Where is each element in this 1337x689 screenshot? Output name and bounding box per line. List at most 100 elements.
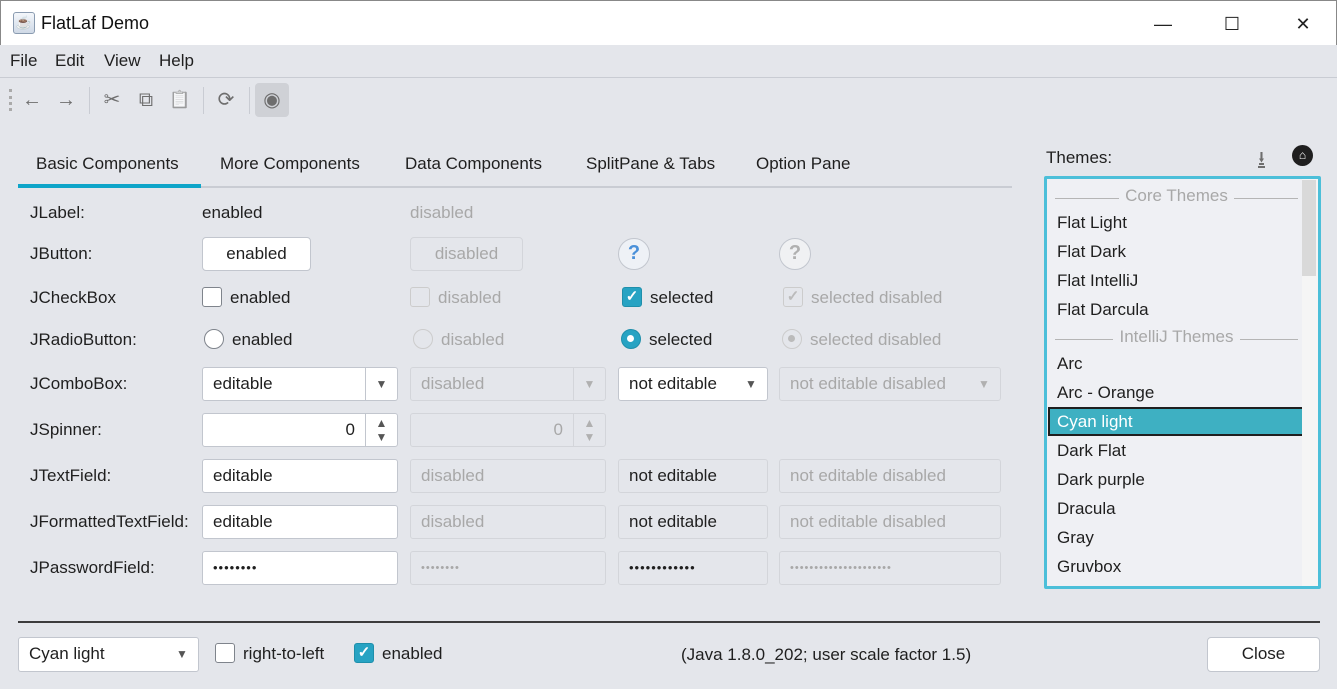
theme-item[interactable]: Dark purple xyxy=(1057,470,1145,489)
toolbar-separator xyxy=(249,87,250,114)
menu-edit[interactable]: Edit xyxy=(55,51,85,70)
close-button[interactable]: Close xyxy=(1207,637,1320,672)
theme-combo-value: Cyan light xyxy=(29,644,105,663)
tab-option-pane[interactable]: Option Pane xyxy=(756,154,851,173)
menu-help[interactable]: Help xyxy=(159,51,194,70)
menu-bar: File Edit View Help xyxy=(0,45,1337,78)
back-arrow-icon[interactable]: ← xyxy=(22,89,42,111)
password-field-not-editable[interactable]: •••••••••••• xyxy=(618,551,768,585)
theme-item[interactable]: Dark Flat xyxy=(1057,441,1126,460)
spinner-up-down-icon: ▲ ▼ xyxy=(573,414,605,446)
theme-item[interactable]: Arc xyxy=(1057,354,1083,373)
radio-icon[interactable] xyxy=(621,328,641,349)
row-label: JTextField: xyxy=(30,466,112,485)
window-title: FlatLaf Demo xyxy=(41,13,150,33)
theme-item[interactable]: Gray xyxy=(1057,528,1094,547)
combo-value: disabled xyxy=(421,374,485,393)
themes-label: Themes: xyxy=(1046,148,1113,167)
theme-item[interactable]: Flat Darcula xyxy=(1057,300,1149,319)
checkbox-label: enabled xyxy=(230,288,291,307)
formatted-field-disabled: disabled xyxy=(410,505,606,539)
combo-editable[interactable]: editable ▼ xyxy=(202,367,398,401)
row-label: JLabel: xyxy=(30,203,85,222)
combo-value[interactable]: editable xyxy=(213,374,273,393)
tab-more-components[interactable]: More Components xyxy=(220,154,360,173)
github-icon[interactable]: ⌂ xyxy=(1292,145,1313,166)
tab-splitpane-tabs[interactable]: SplitPane & Tabs xyxy=(586,154,716,173)
spinner-value: 0 xyxy=(553,420,563,439)
formatted-field-editable[interactable]: editable xyxy=(202,505,398,539)
toolbar-separator xyxy=(89,87,90,114)
textfield-not-editable[interactable]: not editable xyxy=(618,459,768,493)
combo-disabled: disabled ▼ xyxy=(410,367,606,401)
combo-value: not editable disabled xyxy=(790,374,946,393)
enabled-checkbox[interactable]: ✓ enabled xyxy=(354,642,443,665)
refresh-icon[interactable]: ⟳ xyxy=(217,89,235,111)
forward-arrow-icon[interactable]: → xyxy=(56,89,76,111)
theme-item[interactable]: Flat Dark xyxy=(1057,242,1126,261)
radio-selected-disabled: selected disabled xyxy=(782,328,942,351)
checkbox-selected[interactable]: ✓ selected xyxy=(622,286,714,309)
themes-list[interactable]: Core Themes Flat Light Flat Dark Flat In… xyxy=(1044,176,1321,589)
cut-icon[interactable]: ✂ xyxy=(103,89,121,111)
menu-file[interactable]: File xyxy=(10,51,38,70)
radio-label: selected xyxy=(649,330,713,349)
right-to-left-checkbox[interactable]: right-to-left xyxy=(215,642,324,665)
checkbox-enabled[interactable]: enabled xyxy=(202,286,291,309)
row-label: JFormattedTextField: xyxy=(30,512,189,531)
checkbox-label: selected xyxy=(650,288,714,307)
paste-icon[interactable]: 📋 xyxy=(169,90,191,109)
theme-item[interactable]: Gruvbox xyxy=(1057,557,1122,576)
scrollbar-thumb[interactable] xyxy=(1302,180,1316,276)
eye-icon[interactable]: ◉ xyxy=(255,83,289,117)
theme-item[interactable]: Flat Light xyxy=(1057,213,1127,232)
password-field-editable[interactable]: •••••••• xyxy=(202,551,398,585)
chevron-down-icon[interactable]: ▼ xyxy=(176,647,188,661)
combo-not-editable[interactable]: not editable ▼ xyxy=(618,367,768,401)
download-icon[interactable]: ⭳ xyxy=(1258,148,1265,170)
checkbox-icon[interactable] xyxy=(215,642,235,663)
java-app-icon: ☕ xyxy=(13,12,35,34)
chevron-down-icon[interactable]: ▼ xyxy=(745,377,757,391)
menu-view[interactable]: View xyxy=(104,51,141,70)
textfield-not-editable-disabled: not editable disabled xyxy=(779,459,1001,493)
themes-scrollbar[interactable] xyxy=(1302,179,1318,586)
tab-basic-components[interactable]: Basic Components xyxy=(36,154,179,173)
row-label: JSpinner: xyxy=(30,420,102,439)
copy-icon[interactable]: ⧉ xyxy=(138,89,154,111)
tab-data-components[interactable]: Data Components xyxy=(405,154,543,173)
chevron-down-icon[interactable]: ▼ xyxy=(365,368,397,400)
checkmark-icon[interactable]: ✓ xyxy=(622,286,642,307)
spinner-enabled[interactable]: 0 ▲ ▼ xyxy=(202,413,398,447)
theme-item[interactable]: Arc - Orange xyxy=(1057,383,1155,402)
radio-enabled[interactable]: enabled xyxy=(204,328,293,351)
password-field-not-editable-disabled: ••••••••••••••••••••• xyxy=(779,551,1001,585)
radio-selected[interactable]: selected xyxy=(621,328,713,351)
password-field-disabled: •••••••• xyxy=(410,551,606,585)
radio-label: selected disabled xyxy=(810,330,942,349)
theme-item-selected[interactable]: Cyan light xyxy=(1048,407,1304,436)
formatted-field-not-editable[interactable]: not editable xyxy=(618,505,768,539)
checkmark-icon[interactable]: ✓ xyxy=(354,642,374,663)
theme-item[interactable]: Dracula xyxy=(1057,499,1116,518)
title-bar: ☕ FlatLaf Demo — ☐ ✕ xyxy=(0,0,1337,45)
checkbox-icon[interactable] xyxy=(202,286,222,307)
help-button-icon[interactable]: ? xyxy=(618,238,650,270)
close-window-button[interactable]: ✕ xyxy=(1295,14,1311,34)
theme-item[interactable]: Flat IntelliJ xyxy=(1057,271,1139,290)
row-label: JRadioButton: xyxy=(30,330,137,349)
textfield-editable[interactable]: editable xyxy=(202,459,398,493)
maximize-button[interactable]: ☐ xyxy=(1223,14,1241,34)
toolbar-grip[interactable] xyxy=(9,89,12,111)
chevron-down-icon: ▼ xyxy=(573,368,605,400)
checkbox-label: disabled xyxy=(438,288,502,307)
label-disabled: disabled xyxy=(410,203,474,222)
spinner-up-down-icon[interactable]: ▲ ▼ xyxy=(365,414,397,446)
button-enabled[interactable]: enabled xyxy=(202,237,311,271)
theme-combo[interactable]: Cyan light ▼ xyxy=(18,637,199,672)
combo-value: not editable xyxy=(629,374,717,393)
radio-icon xyxy=(413,328,433,349)
radio-icon[interactable] xyxy=(204,328,224,349)
minimize-button[interactable]: — xyxy=(1154,14,1172,34)
spinner-value[interactable]: 0 xyxy=(345,420,355,439)
